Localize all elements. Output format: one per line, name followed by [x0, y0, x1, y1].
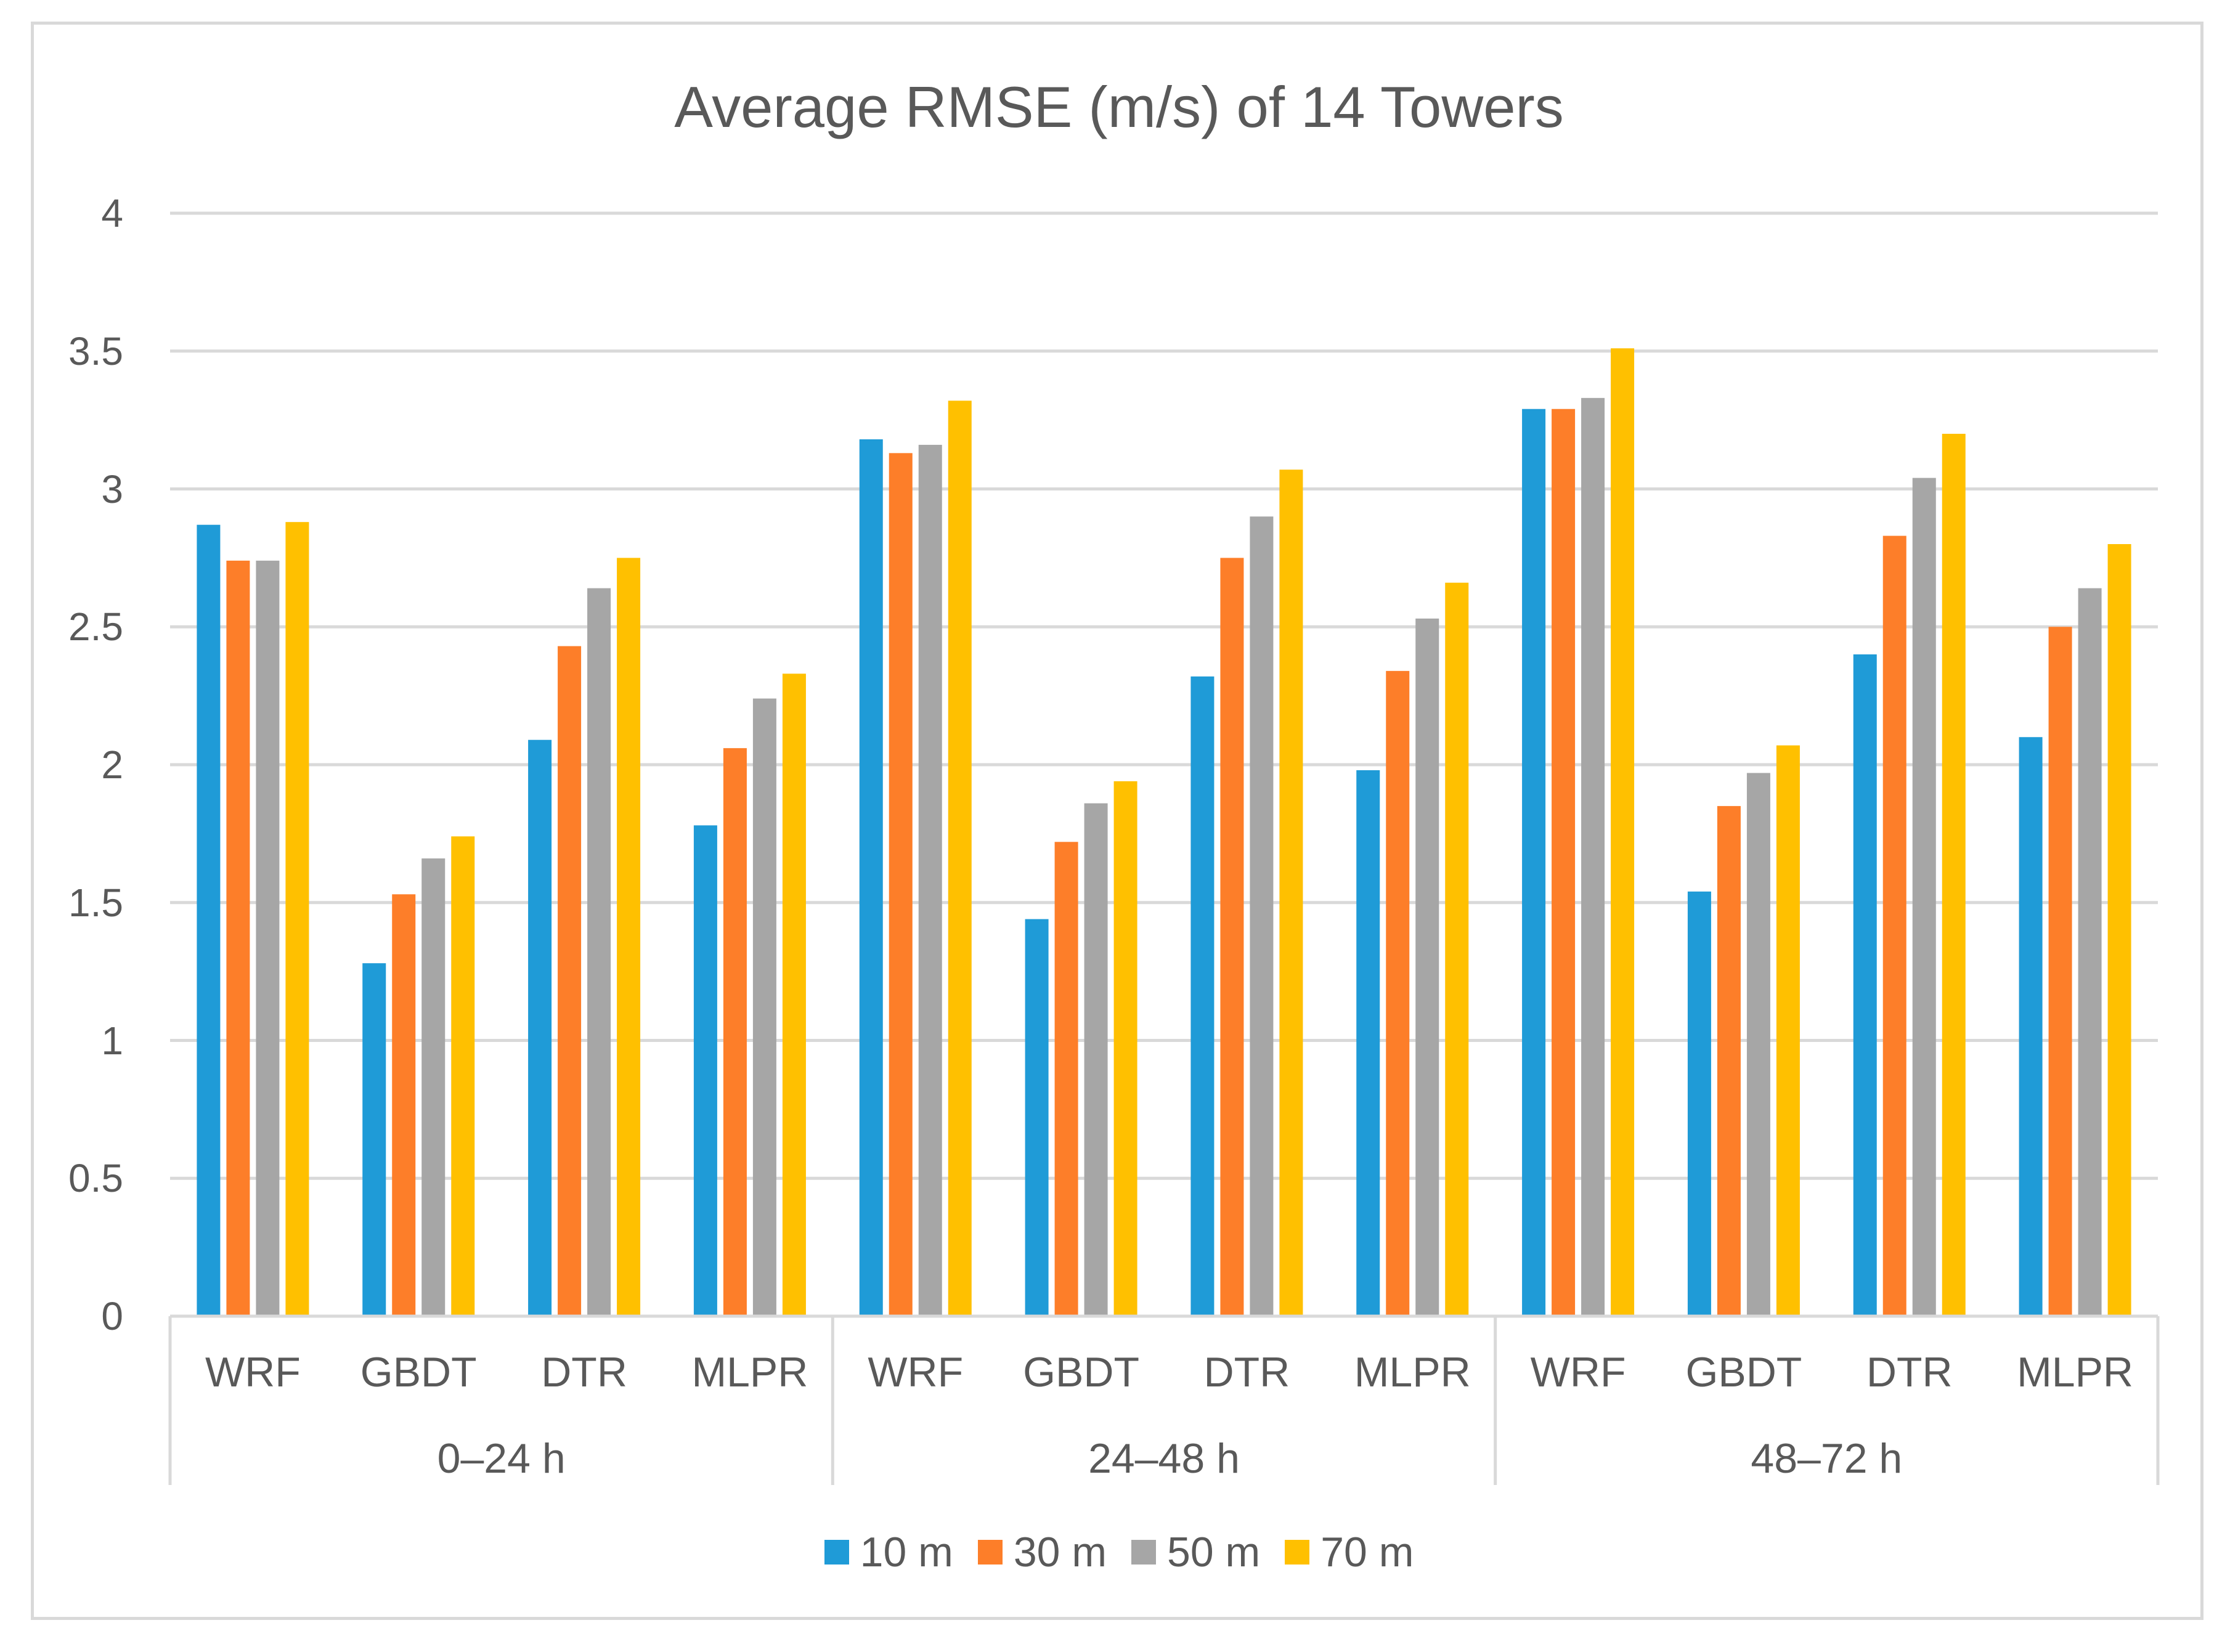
bar: [1581, 397, 1605, 1317]
bar: [1220, 558, 1244, 1316]
bar: [256, 560, 280, 1316]
x-category-label: MLPR: [1354, 1349, 1471, 1396]
legend-item: 70 m: [1285, 1528, 1414, 1576]
bar: [362, 963, 386, 1316]
bar: [2019, 737, 2043, 1316]
bar: [1054, 842, 1078, 1316]
bar: [2048, 627, 2072, 1316]
bar: [1084, 803, 1108, 1316]
bar: [1113, 781, 1137, 1316]
bar: [1611, 348, 1635, 1316]
legend-swatch: [1131, 1540, 1156, 1565]
bar: [1687, 891, 1711, 1316]
x-axis: [168, 1314, 2160, 1485]
bar: [392, 894, 416, 1316]
legend-label: 50 m: [1167, 1529, 1261, 1576]
bar: [1190, 676, 1215, 1316]
y-tick-label: 4: [101, 191, 123, 235]
bar: [197, 524, 221, 1316]
x-category-label: MLPR: [691, 1349, 808, 1396]
bar: [1776, 745, 1800, 1316]
bar: [2078, 588, 2102, 1316]
bar: [1746, 773, 1770, 1316]
x-category-label: WRF: [1530, 1349, 1626, 1396]
y-tick-label: 3: [101, 466, 123, 511]
bar: [2107, 544, 2131, 1316]
bar: [1552, 409, 1576, 1316]
bar: [1853, 654, 1877, 1316]
bar: [617, 558, 641, 1316]
legend-swatch: [977, 1540, 1003, 1565]
bar: [226, 560, 250, 1316]
bar: [1882, 535, 1906, 1317]
bar: [285, 522, 309, 1317]
y-tick-label: 1: [101, 1018, 123, 1063]
x-category-label: DTR: [541, 1349, 627, 1396]
bar: [693, 825, 717, 1316]
x-category-label: GBDT: [1023, 1349, 1140, 1396]
x-category-label: WRF: [868, 1349, 964, 1396]
bar: [723, 748, 747, 1316]
chart-title: Average RMSE (m/s) of 14 Towers: [674, 75, 1564, 139]
legend-swatch: [824, 1540, 849, 1565]
y-tick-label: 0: [101, 1294, 123, 1338]
bar: [948, 401, 972, 1316]
legend-swatch: [1285, 1540, 1310, 1565]
legend: 10 m 30 m 50 m 70 m: [0, 1528, 2238, 1576]
bar: [859, 439, 883, 1317]
legend-label: 70 m: [1320, 1529, 1414, 1576]
y-tick-label: 2.5: [68, 604, 123, 649]
bar: [451, 836, 475, 1316]
bar: [889, 453, 913, 1317]
legend-label: 10 m: [860, 1529, 953, 1576]
bar: [1717, 806, 1741, 1316]
bars: [197, 348, 2131, 1317]
x-category-label: MLPR: [2017, 1349, 2134, 1396]
legend-item: 30 m: [977, 1528, 1107, 1576]
bar: [1356, 770, 1380, 1316]
x-group-label: 48–72 h: [1751, 1435, 1903, 1482]
bar: [1445, 582, 1469, 1316]
x-category-label: WRF: [205, 1349, 301, 1396]
bar: [1912, 478, 1936, 1316]
bar: [1250, 516, 1274, 1316]
x-category-label: DTR: [1203, 1349, 1290, 1396]
x-group-label: 24–48 h: [1088, 1435, 1240, 1482]
legend-item: 50 m: [1131, 1528, 1260, 1576]
bar: [558, 646, 582, 1316]
bar: [1279, 470, 1303, 1316]
bar: [421, 858, 446, 1316]
y-tick-label: 2: [101, 743, 123, 787]
legend-label: 30 m: [1013, 1529, 1107, 1576]
x-category-label: GBDT: [360, 1349, 477, 1396]
x-category-label: DTR: [1866, 1349, 1953, 1396]
y-tick-label: 3.5: [68, 328, 123, 373]
bar: [528, 739, 552, 1316]
x-group-label: 0–24 h: [437, 1435, 566, 1482]
y-tick-label: 1.5: [68, 880, 123, 925]
bar: [782, 673, 806, 1316]
y-tick-label: 0.5: [68, 1156, 123, 1201]
legend-item: 10 m: [824, 1528, 953, 1576]
bar: [587, 588, 611, 1316]
bar: [1415, 618, 1439, 1317]
bar: [1386, 670, 1410, 1316]
x-category-label: GBDT: [1685, 1349, 1802, 1396]
bar: [1522, 409, 1546, 1316]
bar: [918, 444, 942, 1316]
gridlines: [170, 211, 2158, 1180]
bar: [1025, 919, 1049, 1316]
bar: [752, 698, 776, 1316]
bar: [1942, 434, 1966, 1316]
